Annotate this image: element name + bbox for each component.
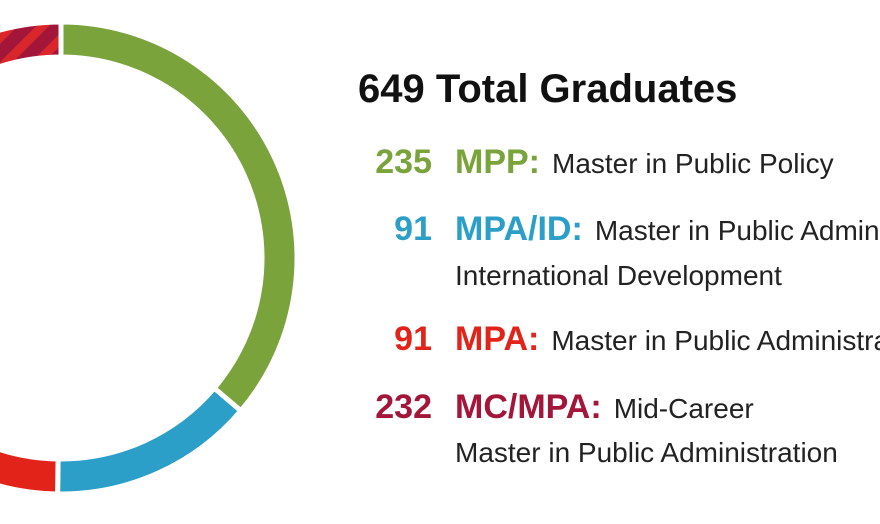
value-label: 91 bbox=[394, 210, 432, 248]
legend-label: MC/MPA: bbox=[455, 388, 602, 426]
legend-label: MPA/ID: bbox=[455, 210, 583, 248]
donut-segment bbox=[55, 384, 245, 497]
value-label: 91 bbox=[394, 320, 432, 358]
donut-segment bbox=[58, 19, 300, 415]
legend-label: MPP: bbox=[455, 143, 540, 181]
donut-segment bbox=[0, 446, 61, 497]
legend-description: Master in Public Administration bbox=[455, 437, 838, 468]
legend-description: Master in Public Administration in bbox=[595, 215, 880, 246]
legend-description: International Development bbox=[455, 260, 782, 291]
legend-description: Mid-Career bbox=[614, 393, 754, 424]
donut-segment bbox=[0, 19, 64, 70]
legend-description: Master in Public Administration bbox=[551, 325, 880, 356]
chart-title: 649 Total Graduates bbox=[358, 67, 737, 111]
value-label: 232 bbox=[375, 388, 432, 426]
legend-description: Master in Public Policy bbox=[552, 148, 834, 179]
legend-label: MPA: bbox=[455, 320, 539, 358]
value-label: 235 bbox=[375, 143, 432, 181]
